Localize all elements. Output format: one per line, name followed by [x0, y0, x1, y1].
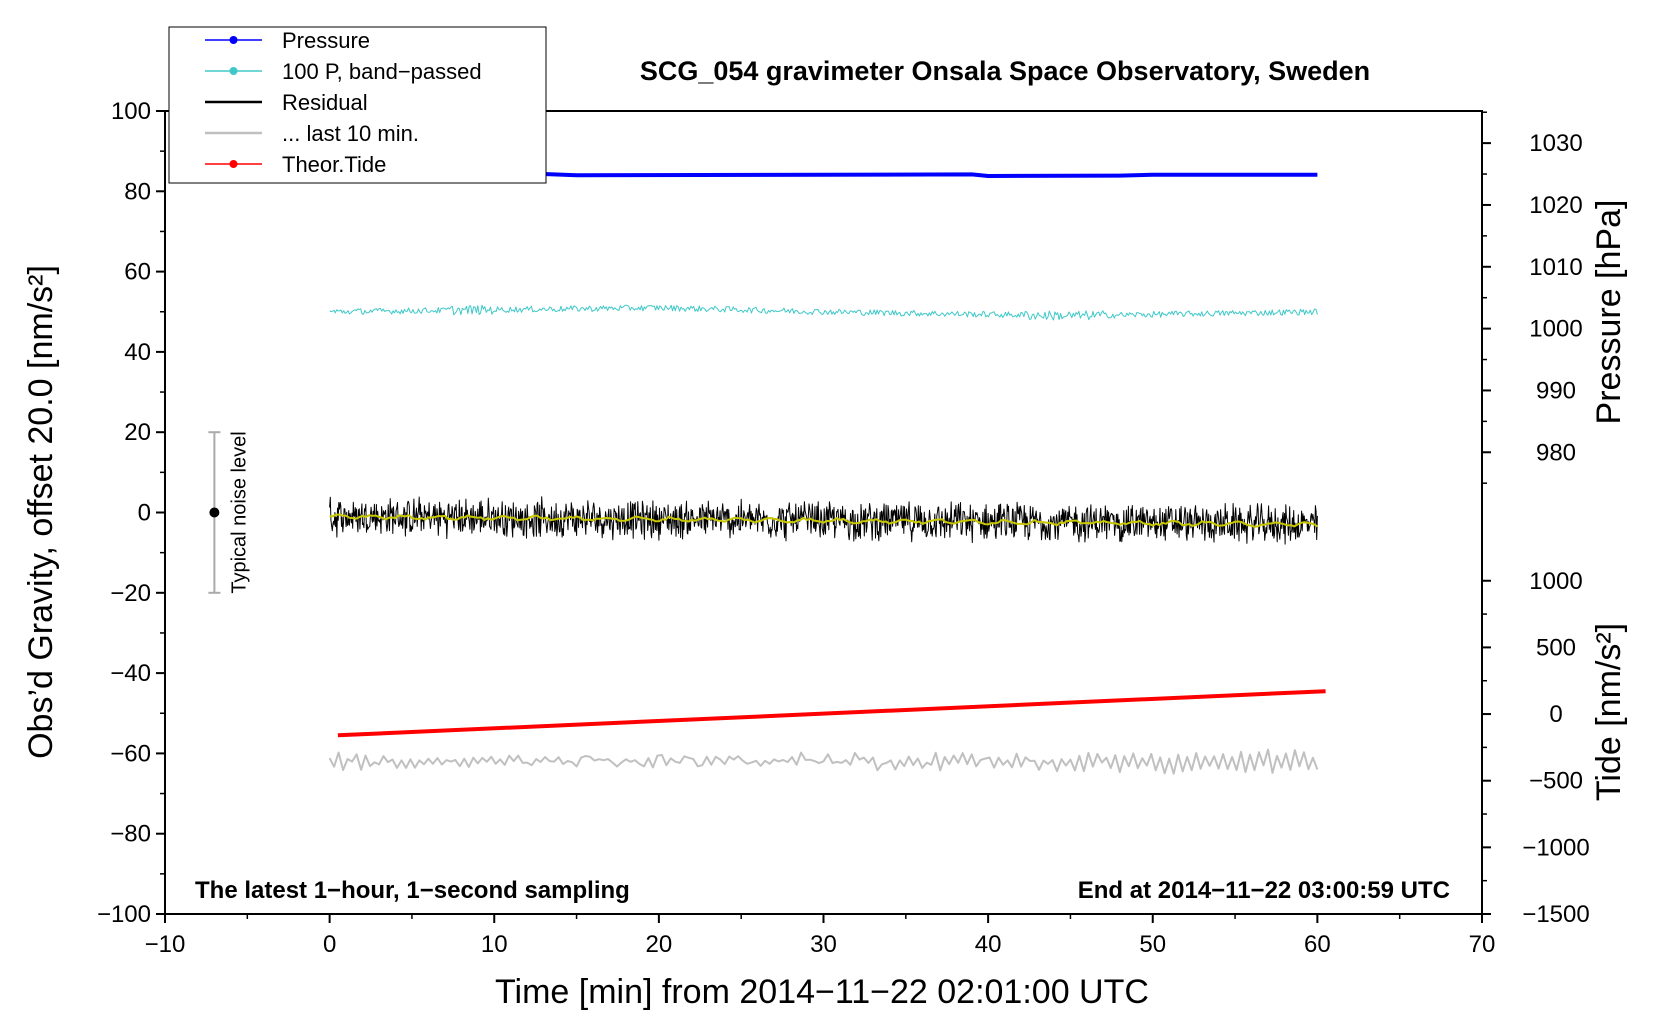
x-tick-label: 50	[1139, 931, 1166, 958]
legend-label: Theor.Tide	[282, 152, 386, 177]
y-axis-left: 100 80 60 40 20 0 −20 −40 −60 −80 −100	[97, 98, 165, 928]
x-tick-label: 10	[481, 931, 508, 958]
noise-level-label: Typical noise level	[228, 431, 250, 593]
y-tick-label: 0	[138, 500, 151, 527]
pressure-tick-label: 990	[1536, 377, 1576, 404]
legend-marker	[229, 36, 238, 44]
y-tick-label: 60	[124, 259, 151, 286]
legend-marker	[229, 67, 238, 75]
x-tick-label: −10	[145, 931, 186, 958]
series-pressure	[329, 172, 1318, 178]
y-tick-label: 80	[124, 178, 151, 205]
tide-tick-label: −1000	[1522, 834, 1589, 861]
y-tick-label: −20	[110, 580, 151, 607]
noise-level-dot	[209, 507, 220, 518]
x-tick-label: 0	[323, 931, 336, 958]
legend-entry: Theor.Tide	[205, 152, 386, 177]
series-theor-tide	[337, 689, 1326, 738]
y-tick-label: 40	[124, 339, 151, 366]
x-tick-label: 70	[1469, 931, 1496, 958]
series-residual	[329, 496, 1318, 545]
pressure-tick-label: 1030	[1529, 130, 1582, 157]
legend-label: ... last 10 min.	[282, 121, 419, 146]
noise-level-indicator: Typical noise level	[208, 431, 250, 594]
legend-entry: ... last 10 min.	[205, 121, 419, 146]
x-tick-label: 40	[975, 931, 1002, 958]
tide-tick-label: 0	[1549, 701, 1562, 728]
pressure-tick-label: 980	[1536, 439, 1576, 466]
chart-title: SCG_054 gravimeter Onsala Space Observat…	[640, 56, 1370, 86]
pressure-tick-label: 1020	[1529, 192, 1582, 219]
y-tick-label: 20	[124, 419, 151, 446]
annotation-bottom-right: End at 2014−11−22 03:00:59 UTC	[1078, 877, 1450, 904]
x-tick-label: 20	[646, 931, 673, 958]
y-axis-label-left: Obs’d Gravity, offset 20.0 [nm/s²]	[22, 265, 60, 759]
pressure-tick-label: 1000	[1529, 316, 1582, 343]
legend-label: Residual	[282, 90, 368, 115]
y-tick-label: 100	[111, 98, 151, 125]
legend-box	[168, 26, 547, 184]
series-pressure-bandpassed	[329, 304, 1318, 321]
legend-label: 100 P, band−passed	[282, 59, 482, 84]
x-axis: −10 0 10 20 30 40 50 60 70	[145, 914, 1496, 958]
x-tick-label: 30	[810, 931, 837, 958]
y-axis-pressure: 1030 1020 1010 1000 990 980	[1482, 111, 1583, 484]
legend-marker	[229, 160, 238, 168]
series-residual-smoothed	[329, 513, 1318, 528]
legend: Pressure 100 P, band−passed Residual ... la…	[168, 26, 547, 184]
y-axis-label-tide: Tide [nm/s²]	[1590, 623, 1628, 801]
legend-label: Pressure	[282, 28, 370, 53]
annotation-bottom-left: The latest 1−hour, 1−second sampling	[195, 877, 630, 904]
tide-tick-label: −500	[1529, 768, 1583, 795]
x-tick-label: 60	[1304, 931, 1331, 958]
y-tick-label: −80	[110, 821, 151, 848]
tide-tick-label: 500	[1536, 634, 1576, 661]
legend-entry: Pressure	[205, 28, 370, 53]
tide-tick-label: −1500	[1522, 901, 1589, 928]
pressure-tick-label: 1010	[1529, 254, 1582, 281]
legend-entry: Residual	[205, 90, 368, 115]
y-tick-label: −100	[97, 901, 151, 928]
y-axis-label-pressure: Pressure [hPa]	[1590, 200, 1628, 425]
x-axis-label: Time [min] from 2014−11−22 02:01:00 UTC	[495, 973, 1149, 1011]
legend-items: Pressure 100 P, band−passed Residual ... la…	[205, 28, 482, 177]
legend-entry: 100 P, band−passed	[205, 59, 482, 84]
tide-tick-label: 1000	[1529, 568, 1582, 595]
y-axis-tide: 1000 500 0 −500 −1000 −1500	[1482, 568, 1590, 928]
y-tick-label: −40	[110, 660, 151, 687]
series-layer	[328, 172, 1326, 775]
series-last-10-min	[328, 748, 1319, 775]
y-tick-label: −60	[110, 740, 151, 767]
